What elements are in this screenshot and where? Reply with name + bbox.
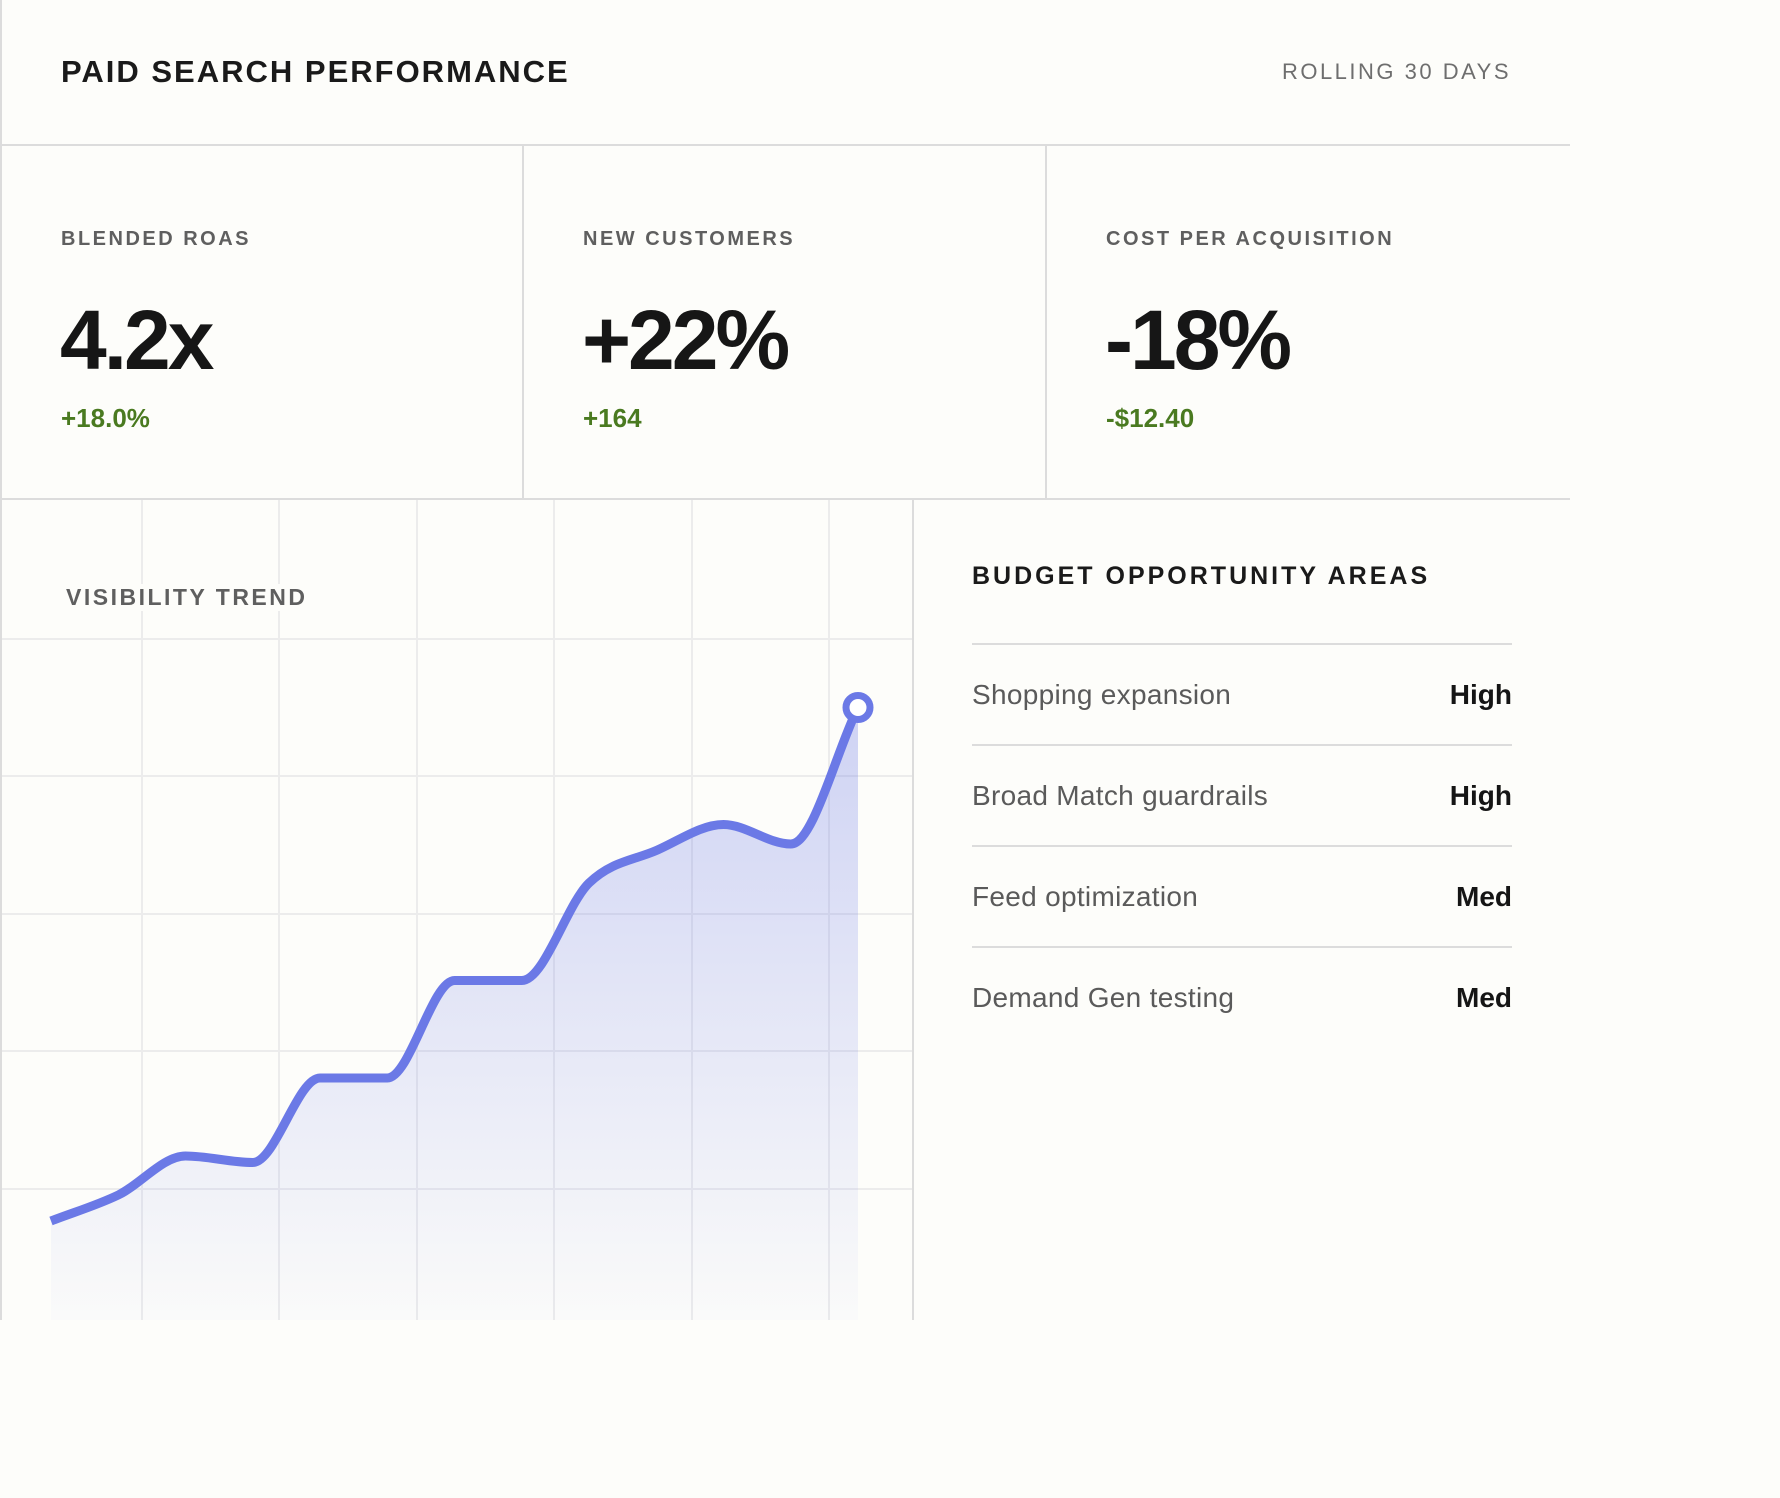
- kpi-value: -18%: [1105, 293, 1292, 387]
- chart-title: VISIBILITY TREND: [66, 584, 308, 611]
- kpi-delta: +164: [583, 403, 642, 433]
- list-item: Feed optimization Med: [972, 847, 1512, 948]
- data-point: [452, 978, 458, 984]
- data-point: [48, 1218, 54, 1224]
- opportunity-level: Med: [1456, 881, 1512, 912]
- list-item: Broad Match guardrails High: [972, 746, 1512, 847]
- budget-opportunity-panel: BUDGET OPPORTUNITY AREAS Shopping expans…: [914, 500, 1570, 1320]
- data-point: [384, 1075, 390, 1081]
- chart-series: [48, 692, 874, 1320]
- trend-line: [49, 705, 863, 1226]
- kpi-row: BLENDED ROAS 4.2x +18.0% NEW CUSTOMERS +…: [2, 146, 1570, 500]
- data-point: [183, 1153, 189, 1159]
- list-item: Demand Gen testing Med: [972, 948, 1512, 1049]
- data-point: [115, 1192, 121, 1198]
- list-item: Shopping expansion High: [972, 645, 1512, 746]
- kpi-delta: +18.0%: [61, 403, 150, 433]
- data-point: [317, 1075, 323, 1081]
- data-point: [519, 978, 525, 984]
- kpi-delta: -$12.40: [1106, 403, 1195, 433]
- date-range-label: ROLLING 30 DAYS: [1281, 59, 1511, 84]
- end-point-marker: [842, 692, 874, 723]
- kpi-value: 4.2x: [60, 293, 214, 387]
- section-title: BUDGET OPPORTUNITY AREAS: [972, 562, 1431, 590]
- kpi-label: COST PER ACQUISITION: [1106, 228, 1395, 250]
- opportunity-name: Feed optimization: [972, 881, 1199, 912]
- opportunity-name: Demand Gen testing: [972, 982, 1235, 1013]
- page-title: PAID SEARCH PERFORMANCE: [61, 54, 570, 89]
- dashboard-page: PAID SEARCH PERFORMANCE ROLLING 30 DAYS …: [0, 0, 1570, 1320]
- kpi-label: BLENDED ROAS: [61, 228, 252, 250]
- opportunity-name: Shopping expansion: [972, 679, 1232, 710]
- data-point: [788, 841, 794, 847]
- header: PAID SEARCH PERFORMANCE ROLLING 30 DAYS: [2, 0, 1570, 146]
- visibility-trend-chart: [2, 500, 912, 1320]
- kpi-label: NEW CUSTOMERS: [583, 228, 796, 250]
- kpi-card-roas: BLENDED ROAS 4.2x +18.0%: [2, 146, 524, 498]
- kpi-card-cpa: COST PER ACQUISITION -18% -$12.40: [1047, 146, 1570, 498]
- data-point: [250, 1160, 256, 1166]
- kpi-value: +22%: [582, 293, 790, 387]
- trend-area: [51, 707, 858, 1320]
- visibility-trend-panel: VISIBILITY TREND: [2, 500, 914, 1320]
- opportunity-level: Med: [1456, 982, 1512, 1013]
- data-point: [721, 822, 727, 828]
- data-point: [586, 880, 592, 886]
- data-point: [653, 848, 659, 854]
- kpi-card-new-customers: NEW CUSTOMERS +22% +164: [524, 146, 1047, 498]
- opportunity-level: High: [1449, 780, 1512, 811]
- opportunity-list: Shopping expansion High Broad Match guar…: [972, 643, 1512, 1049]
- opportunity-name: Broad Match guardrails: [972, 780, 1269, 811]
- opportunity-level: High: [1449, 679, 1512, 710]
